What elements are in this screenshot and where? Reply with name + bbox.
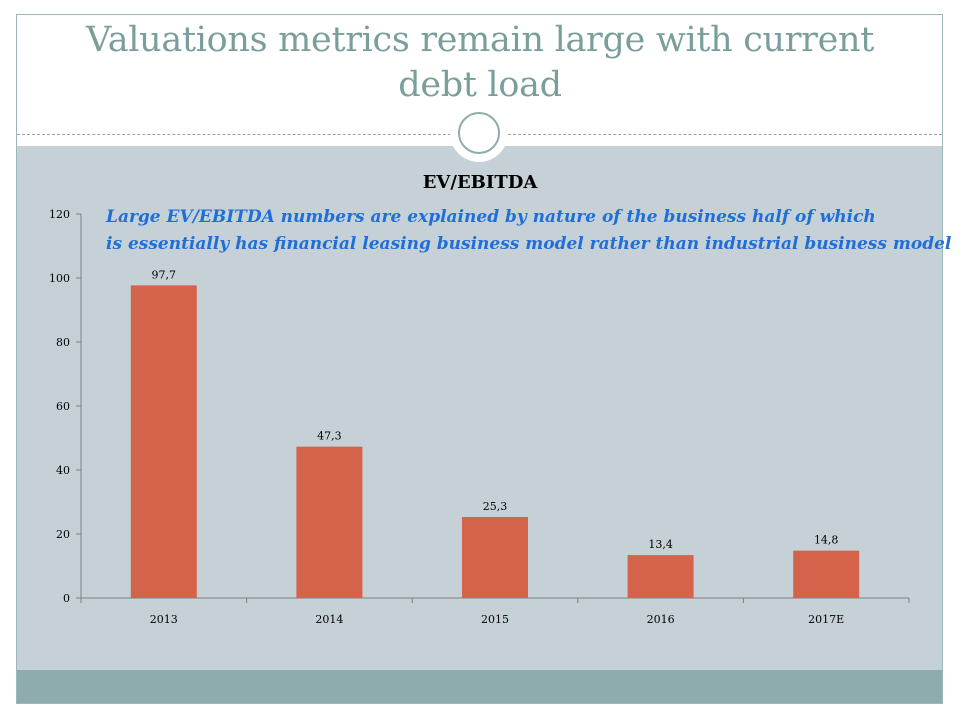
bar-2014	[296, 446, 363, 598]
x-tick-label: 2013	[150, 613, 178, 626]
chart-annotation: Large EV/EBITDA numbers are explained by…	[106, 204, 952, 258]
annotation-line1: Large EV/EBITDA numbers are explained by…	[106, 207, 876, 227]
data-label: 97,7	[152, 268, 177, 281]
annotation-line2: is essentially has financial leasing bus…	[106, 234, 952, 254]
slide-title: Valuations metrics remain large with cur…	[40, 18, 920, 108]
y-tick-label: 80	[56, 336, 70, 349]
y-tick-label: 100	[49, 272, 70, 285]
x-tick-label: 2017E	[808, 613, 844, 626]
bar-2013	[130, 285, 197, 598]
y-tick-label: 0	[63, 592, 70, 605]
footer-bar	[17, 670, 942, 703]
x-tick-label: 2016	[647, 613, 675, 626]
slide-title-line2: debt load	[398, 65, 562, 105]
divider-ring-icon	[458, 112, 500, 154]
y-tick-label: 60	[56, 400, 70, 413]
y-tick-label: 20	[56, 528, 70, 541]
data-label: 47,3	[317, 430, 342, 443]
bar-2016	[627, 555, 694, 598]
chart-title: EV/EBITDA	[422, 172, 538, 193]
y-tick-label: 40	[56, 464, 70, 477]
data-label: 14,8	[814, 534, 839, 547]
y-tick-label: 120	[49, 208, 70, 221]
data-label: 13,4	[648, 538, 673, 551]
x-tick-label: 2015	[481, 613, 509, 626]
bar-2015	[462, 517, 528, 598]
x-tick-label: 2014	[315, 613, 343, 626]
bar-2017e	[793, 550, 860, 598]
slide-frame	[16, 14, 943, 704]
data-label: 25,3	[483, 500, 508, 513]
slide-title-line1: Valuations metrics remain large with cur…	[85, 20, 875, 60]
